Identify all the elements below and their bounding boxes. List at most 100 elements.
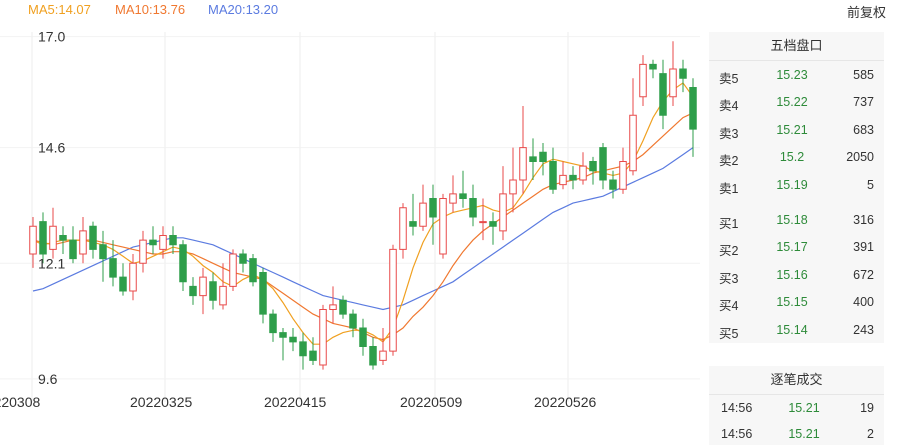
ask-row[interactable]: 卖5 15.23 585 — [709, 61, 884, 88]
ask-volume: 683 — [853, 122, 874, 137]
ma-legend: MA5:14.07 MA10:13.76 MA20:13.20 — [0, 0, 700, 22]
bid-volume: 391 — [853, 240, 874, 255]
bid-row[interactable]: 买5 15.14 243 — [709, 316, 884, 343]
y-tick-label: 17.0 — [38, 32, 65, 45]
x-tick-label: 20220526 — [534, 394, 597, 410]
candle-body-down — [609, 179, 617, 190]
ask-row[interactable]: 卖2 15.2 2050 — [709, 143, 884, 170]
candle-body-down — [689, 87, 697, 130]
x-tick-label: 20220308 — [0, 394, 41, 410]
bid-volume: 672 — [853, 267, 874, 282]
candle-body-up — [329, 304, 337, 310]
ask-level-label: 卖4 — [719, 99, 739, 114]
candle-body-down — [119, 276, 127, 292]
y-tick-label: 9.6 — [38, 371, 58, 387]
bid-row[interactable]: 买2 15.17 391 — [709, 233, 884, 260]
ma10-legend: MA10:13.76 — [115, 2, 186, 17]
price-adjust-toggle[interactable]: 前复权 — [846, 5, 886, 20]
candle-body-down — [169, 235, 177, 246]
candle-body-down — [89, 225, 97, 250]
candle-body-up — [509, 179, 517, 195]
candle-body-down — [349, 313, 357, 329]
candle-body-up — [79, 230, 87, 255]
x-tick-label: 20220415 — [264, 394, 327, 410]
ask-level-label: 卖2 — [719, 154, 739, 169]
candle-body-down — [649, 63, 657, 70]
candle-body-up — [219, 285, 227, 306]
candle-body-down — [299, 341, 307, 357]
bid-row[interactable]: 买3 15.16 672 — [709, 261, 884, 288]
candle-body-up — [669, 68, 677, 98]
candle-body-down — [339, 299, 347, 315]
bid-level-label: 买4 — [719, 299, 739, 314]
candle-body-down — [429, 198, 437, 218]
trades-title: 逐笔成交 — [709, 366, 884, 395]
bid-price: 15.16 — [776, 267, 808, 282]
candle-body-up — [229, 253, 237, 287]
ask-price: 15.19 — [776, 177, 808, 192]
candle-body-down — [359, 327, 367, 347]
ask-row[interactable]: 卖1 15.19 5 — [709, 171, 884, 198]
order-book-panel: 五档盘口 卖5 15.23 585 卖4 15.22 737 卖3 15.21 683 卖2 15.… — [709, 32, 884, 343]
candle-body-up — [479, 221, 487, 224]
candle-body-up — [49, 225, 57, 250]
candle-body-down — [189, 285, 197, 297]
candle-body-down — [589, 161, 597, 172]
y-tick-label: 14.6 — [38, 140, 65, 156]
candle-body-up — [29, 225, 37, 255]
trade-price: 15.21 — [788, 427, 820, 441]
ma5-legend: MA5:14.07 — [28, 2, 91, 17]
candle-body-down — [259, 272, 267, 315]
ask-price: 15.2 — [779, 150, 805, 165]
trade-time: 14:56 — [721, 401, 753, 415]
candle-body-up — [579, 165, 587, 181]
candle-body-down — [409, 221, 417, 227]
candle-body-down — [529, 156, 537, 162]
trades-panel: 逐笔成交 14:56 15.21 19 14:56 15.21 2 — [709, 366, 884, 445]
candle-body-up — [399, 207, 407, 250]
bid-volume: 316 — [853, 212, 874, 227]
trade-volume: 2 — [867, 427, 874, 441]
candle-body-up — [559, 174, 567, 186]
x-tick-label: 20220509 — [400, 394, 463, 410]
candle-body-down — [209, 281, 217, 301]
candle-body-up — [139, 239, 147, 264]
candle-body-up — [499, 193, 507, 232]
ask-row[interactable]: 卖3 15.21 683 — [709, 116, 884, 143]
candle-body-up — [629, 114, 637, 172]
bid-level-label: 买3 — [719, 271, 739, 286]
kline-chart[interactable]: 17.0 14.6 12.1 9.6 20220308 20220325 20220415 2… — [0, 32, 700, 412]
candle-body-down — [109, 258, 117, 278]
ask-level-label: 卖5 — [719, 72, 739, 86]
ask-row[interactable]: 卖4 15.22 737 — [709, 88, 884, 115]
ma10-line — [32, 112, 694, 341]
candle-body-down — [549, 161, 557, 190]
candle-body-down — [679, 68, 687, 79]
ask-volume: 585 — [853, 68, 874, 82]
candle-body-down — [489, 221, 497, 227]
trade-price: 15.21 — [788, 401, 820, 415]
candle-body-up — [129, 262, 137, 292]
candle-body-down — [239, 253, 247, 264]
bid-price: 15.14 — [776, 322, 808, 337]
candle-body-down — [99, 244, 107, 260]
ask-volume: 2050 — [846, 150, 874, 165]
ma20-legend: MA20:13.20 — [208, 2, 279, 17]
candle-body-up — [449, 193, 457, 204]
trade-volume: 19 — [860, 401, 874, 415]
y-tick-label: 12.1 — [38, 255, 65, 271]
candle-body-down — [569, 174, 577, 181]
bid-row[interactable]: 买4 15.15 400 — [709, 288, 884, 315]
ask-price: 15.21 — [776, 122, 808, 137]
bid-volume: 243 — [853, 322, 874, 337]
candle-body-down — [149, 239, 157, 246]
ask-level-label: 卖1 — [719, 181, 739, 196]
bid-row[interactable]: 买1 15.18 316 — [709, 206, 884, 233]
candle-body-down — [459, 193, 467, 199]
ask-volume: 737 — [853, 95, 874, 110]
ask-volume: 5 — [867, 177, 874, 192]
ask-price: 15.22 — [776, 95, 808, 110]
candle-body-down — [599, 147, 607, 181]
candle-body-down — [69, 239, 77, 260]
candle-body-up — [519, 147, 527, 181]
